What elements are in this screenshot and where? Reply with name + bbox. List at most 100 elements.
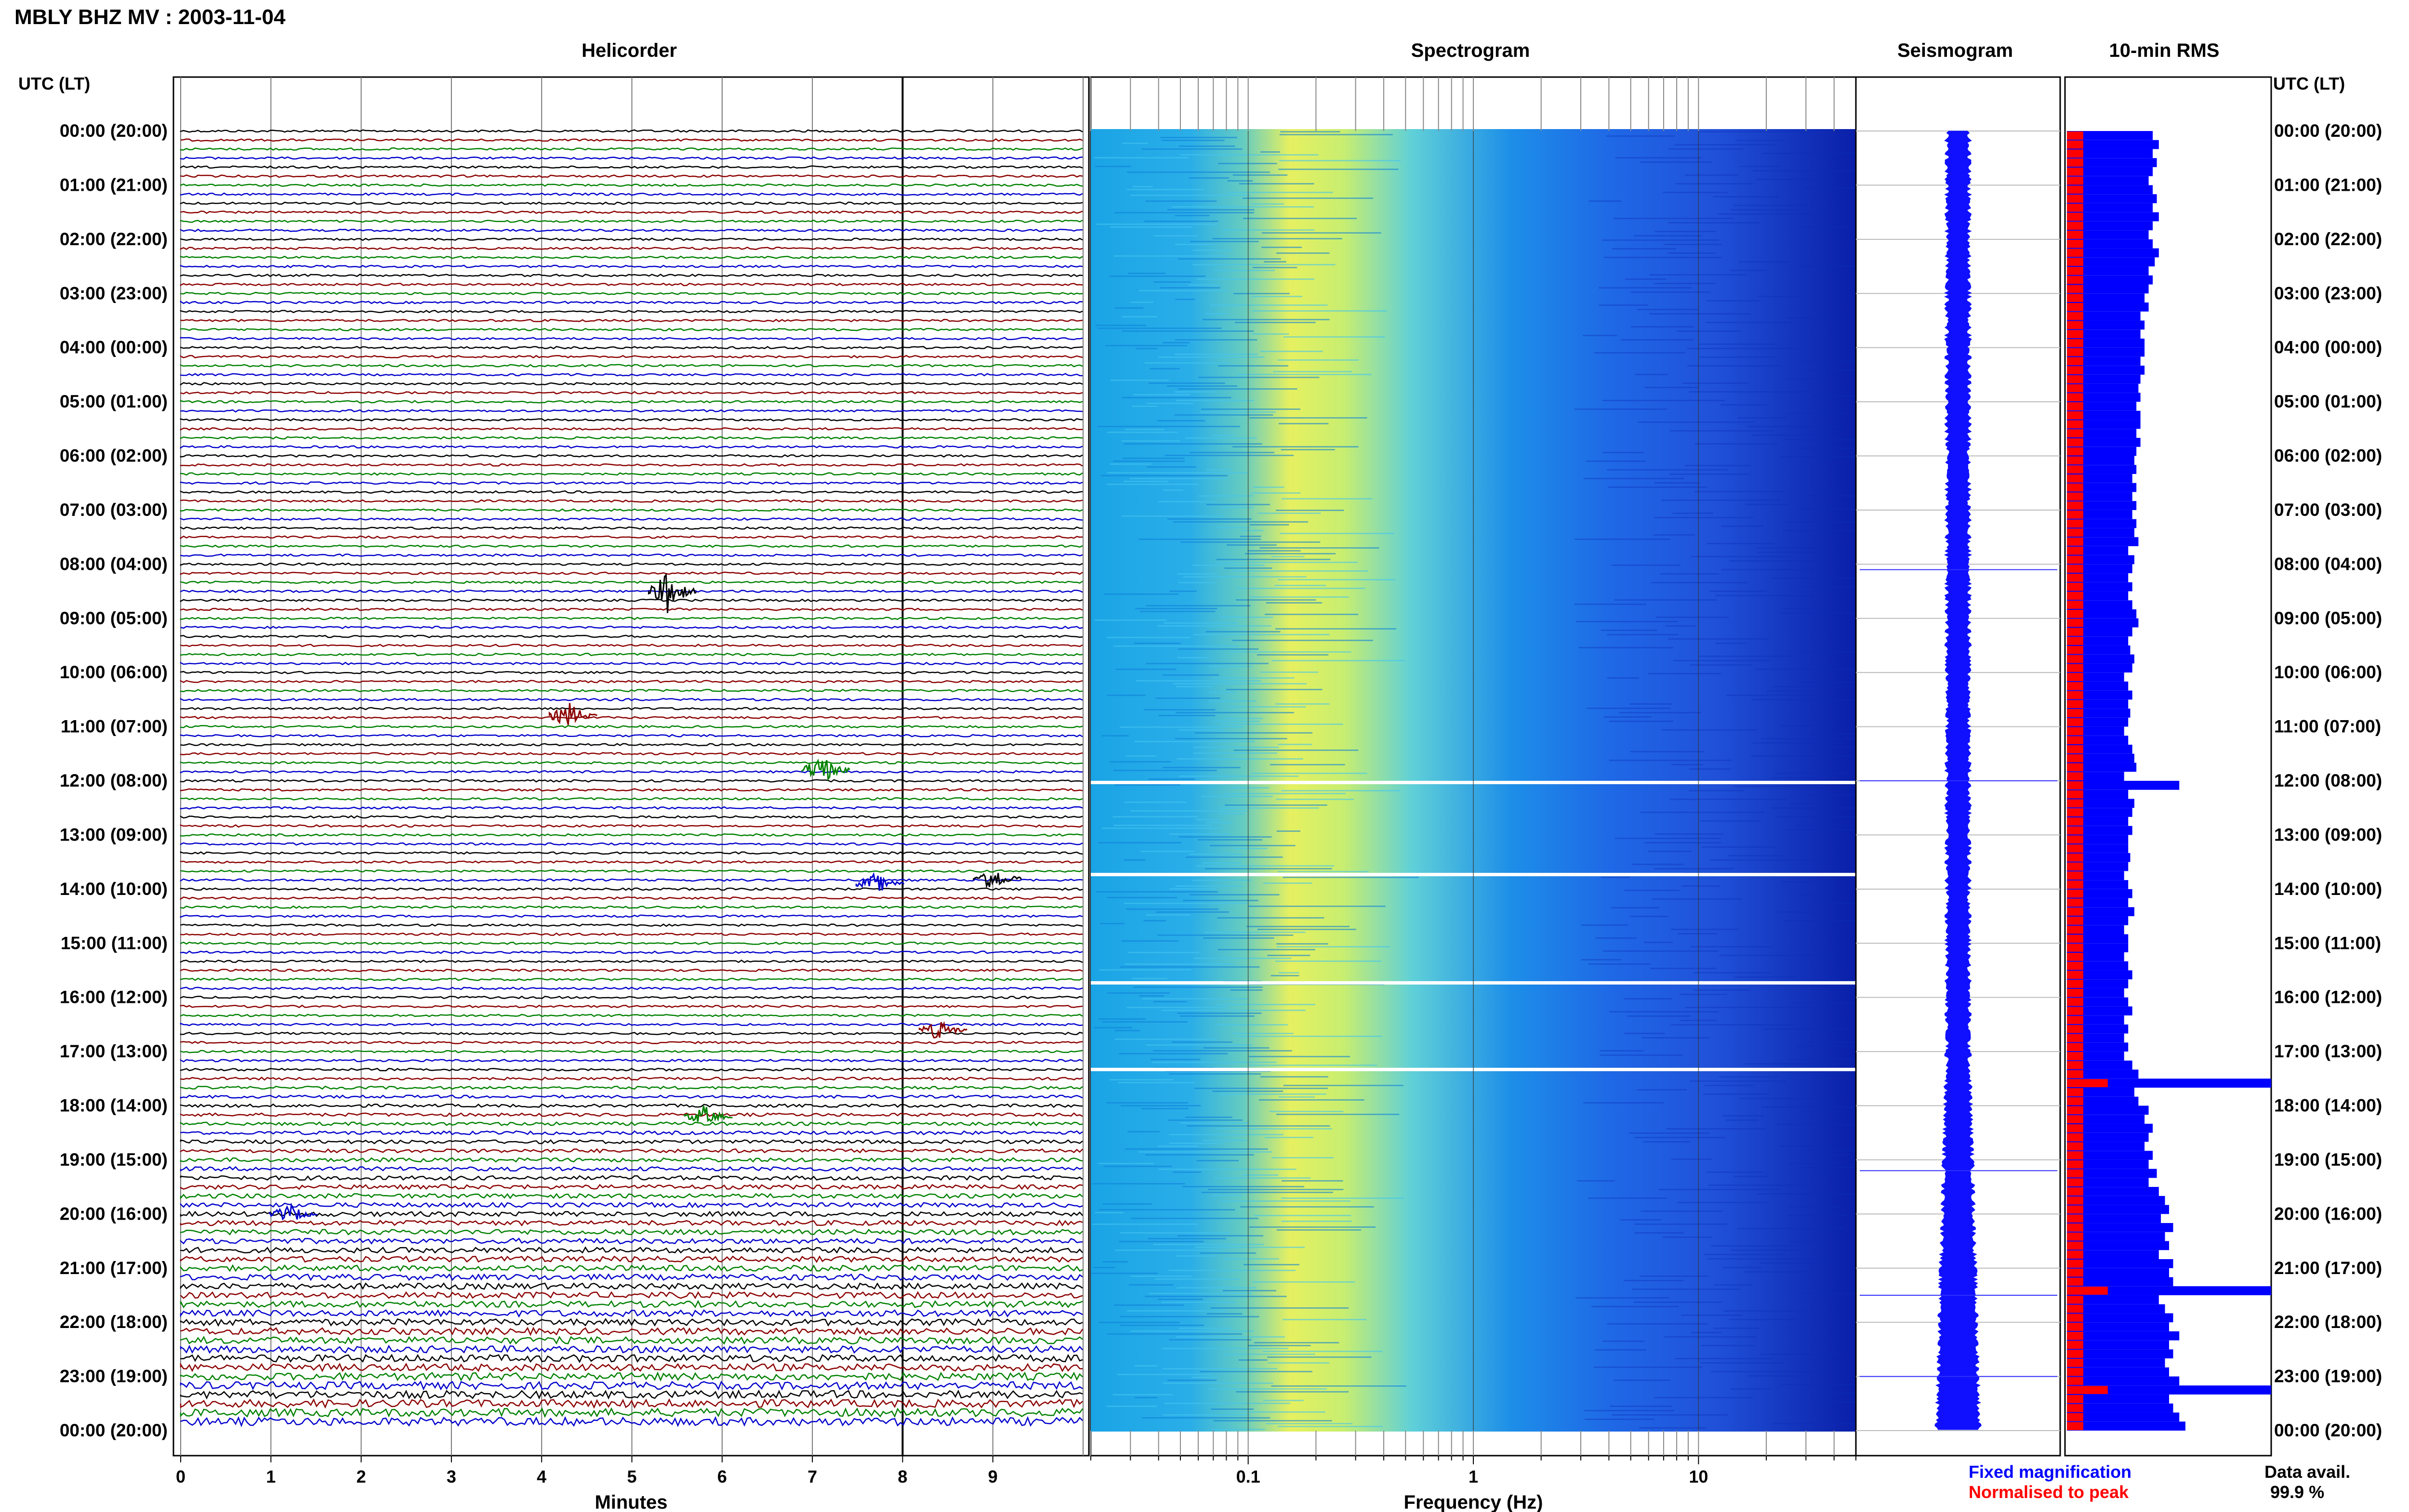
helicorder-trace [180,1148,1083,1154]
rms-bar-fixed [2067,753,2134,763]
rms-panel [2064,76,2272,1457]
helicorder-trace [180,688,1083,693]
minutes-axis-label: Minutes [595,1492,667,1512]
minutes-axis: 0 1 2 3 4 5 6 7 8 9 [176,1456,998,1486]
rms-bar-normalised [2067,402,2083,410]
time-label-right: 01:00 (21:00) [2274,175,2382,195]
rms-bar-fixed [2067,410,2141,420]
rms-bar-normalised [2067,637,2083,645]
helicorder-trace [180,364,1083,368]
rms-bar-fixed [2067,338,2145,348]
rms-bar-fixed [2067,1313,2173,1323]
time-label-left: 19:00 (15:00) [60,1150,168,1170]
rms-bar-normalised [2067,700,2083,709]
helicorder-trace [180,977,1083,981]
minutes-tick-label: 8 [898,1467,907,1486]
rms-bar-normalised [2067,1223,2083,1232]
helicorder-trace [180,1416,1083,1428]
rms-bar-normalised [2067,709,2083,717]
rms-bar-normalised [2067,718,2083,726]
rms-bar-fixed [2067,1286,2271,1295]
helicorder-trace [180,1362,1083,1372]
rms-bar-normalised [2067,1043,2083,1052]
helicorder-trace [180,653,1083,657]
rms-bar-fixed [2067,1078,2271,1088]
time-label-left: 18:00 (14:00) [60,1096,168,1116]
helicorder-trace [180,1210,1083,1217]
rms-bar-fixed [2067,239,2153,249]
rms-bar-normalised [2067,195,2083,203]
rms-bar-normalised [2067,790,2083,799]
time-label-right: 11:00 (07:00) [2274,717,2381,736]
rms-bar-normalised [2067,1241,2083,1250]
helicorder-trace [180,210,1083,214]
helicorder-trace [180,932,1083,936]
rms-bar-normalised [2067,239,2083,248]
helicorder-trace [180,644,1083,647]
helicorder-trace [180,1077,1083,1081]
rms-bar-normalised [2067,546,2083,555]
rms-bar-normalised [2067,645,2083,654]
rms-bar-normalised [2067,501,2083,510]
spectrogram-title: Spectrogram [1411,40,1530,61]
rms-bar-fixed [2067,374,2141,384]
data-avail-value: 99.9 % [2270,1482,2324,1502]
helicorder-trace [180,824,1083,828]
rms-bar-fixed [2067,483,2137,492]
rms-bar-normalised [2067,167,2083,176]
rms-bar-normalised [2067,808,2083,816]
helicorder-trace [180,1255,1083,1263]
helicorder-trace [180,833,1083,837]
rms-bar-normalised [2067,203,2083,212]
rms-bar-normalised [2067,610,2083,618]
rms-bar-fixed [2067,194,2157,203]
rms-bar-normalised [2067,456,2083,465]
helicorder-trace [180,508,1083,512]
rms-bar-normalised [2067,565,2083,573]
rms-bar-normalised [2067,1367,2083,1376]
rms-bar-fixed [2067,366,2145,375]
time-label-left: 23:00 (19:00) [60,1367,168,1386]
rms-bar-fixed [2067,1259,2173,1268]
helicorder-trace [180,436,1083,440]
time-label-right: 09:00 (05:00) [2274,608,2382,628]
rms-bar-fixed [2067,1232,2165,1241]
rms-bar-normalised [2067,375,2083,383]
rms-bar-fixed [2067,402,2137,411]
time-label-right: 05:00 (01:00) [2274,392,2382,411]
helicorder-trace [180,905,1083,909]
rms-bar-fixed [2067,1105,2149,1115]
rms-bar-fixed [2067,356,2141,366]
helicorder-trace [180,752,1083,756]
helicorder-trace [180,1398,1083,1409]
helicorder-trace [180,1130,1083,1136]
rms-bar-normalised [2067,944,2083,952]
rms-title: 10-min RMS [2109,40,2220,61]
rms-bar-normalised [2067,772,2083,780]
rms-bar-normalised [2067,952,2083,961]
rms-bar-fixed [2067,1268,2169,1277]
rms-bar-normalised [2067,754,2083,763]
rms-bar-normalised [2067,1070,2083,1078]
rms-bar-fixed [2067,1088,2134,1097]
rms-bar-normalised [2067,1187,2083,1196]
rms-bar-fixed [2067,763,2137,772]
helicorder-trace [180,1336,1083,1345]
rms-bar-normalised [2067,1160,2083,1169]
helicorder-trace [180,553,1083,557]
rms-bar-fixed [2067,609,2137,618]
time-label-right: 10:00 (06:00) [2274,662,2382,682]
rms-bar-normalised [2067,1268,2083,1277]
rms-bar-normalised [2067,691,2083,699]
rms-bar-normalised [2067,1250,2083,1259]
helicorder-trace [180,255,1083,259]
rms-bar-fixed [2067,221,2153,231]
rms-bar-fixed [2067,1196,2165,1205]
rms-bar-normalised [2067,1214,2083,1223]
helicorder-trace [180,1407,1084,1418]
rms-bar-normalised [2067,1341,2083,1349]
rms-bar-normalised [2067,1052,2083,1060]
helicorder-event [648,573,697,613]
helicorder-trace [180,544,1083,548]
rms-bar-normalised [2067,1287,2108,1295]
